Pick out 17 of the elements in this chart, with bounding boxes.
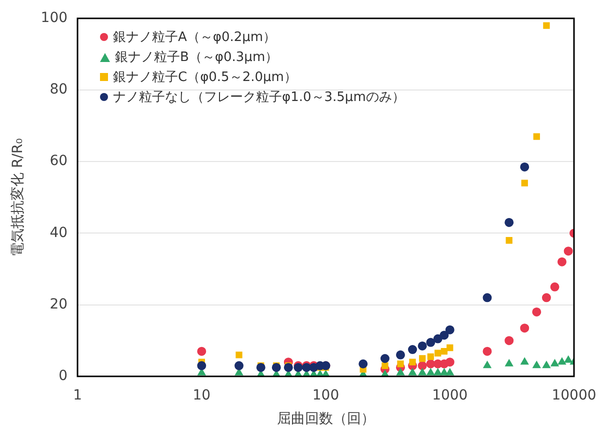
y-tick-label: 100	[40, 10, 68, 26]
y-tick-label: 20	[50, 296, 68, 312]
x-tick-label: 1000	[432, 387, 468, 404]
legend-label: 銀ナノ粒子C（φ0.5～2.0μm）	[113, 70, 297, 85]
y-tick-label: 0	[58, 368, 68, 384]
x-tick-label: 10	[192, 387, 211, 404]
y-axis-title: 電気抵抗変化 R/R₀	[10, 138, 26, 257]
y-tick-label: 60	[50, 153, 68, 170]
legend-label: ナノ粒子なし（フレーク粒子φ1.0～3.5μmのみ）	[113, 90, 405, 105]
y-tick-label: 40	[50, 224, 68, 241]
x-tick-label: 100	[312, 387, 340, 404]
x-axis-title: 屈曲回数（回）	[276, 411, 375, 428]
legend-label: 銀ナノ粒子A（～φ0.2μm）	[113, 30, 276, 45]
y-tick-label: 80	[50, 82, 68, 98]
x-tick-label: 1	[73, 387, 82, 404]
x-tick-label: 10000	[552, 387, 596, 404]
legend-label: 銀ナノ粒子B（～φ0.3μm）	[115, 50, 278, 65]
